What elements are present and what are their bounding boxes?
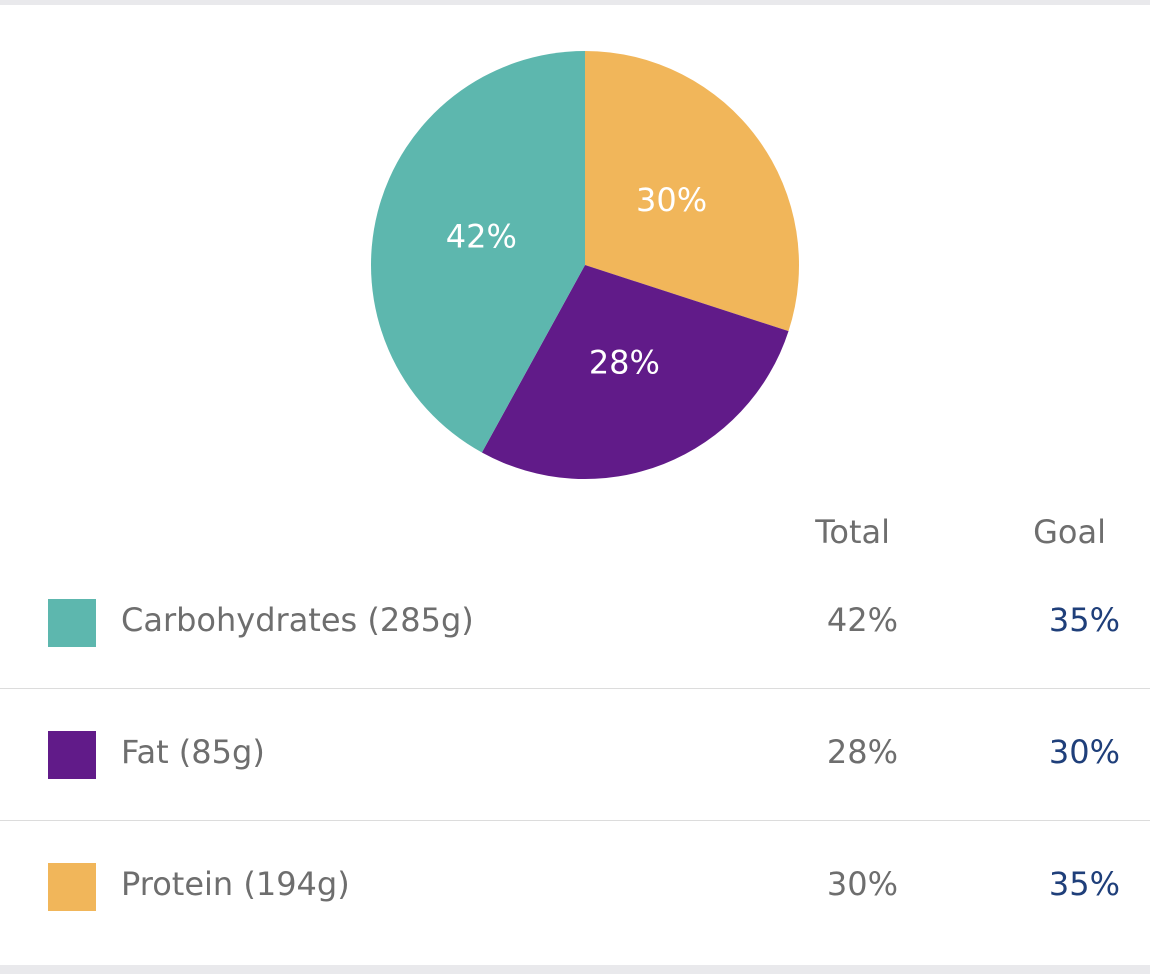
protein-color-swatch	[48, 863, 96, 911]
macro-total-percent: 42%	[826, 601, 898, 639]
macro-label: Protein (194g)	[121, 865, 350, 903]
macro-total-percent: 30%	[826, 865, 898, 903]
fat-color-swatch	[48, 731, 96, 779]
macronutrient-pie-chart: 30% 28% 42%	[370, 51, 799, 479]
pie-slice-label-protein: 30%	[636, 181, 707, 219]
macro-goal-percent: 30%	[1048, 733, 1120, 771]
pie-slice-carbohydrates	[370, 51, 585, 453]
macro-label: Fat (85g)	[121, 733, 265, 771]
total-column-header: Total	[815, 513, 890, 551]
macro-total-percent: 28%	[826, 733, 898, 771]
macro-row-protein[interactable]: Protein (194g) 30% 35%	[0, 821, 1150, 953]
pie-slice-protein	[585, 51, 799, 332]
macro-row-carbohydrates[interactable]: Carbohydrates (285g) 42% 35%	[0, 557, 1150, 689]
macro-goal-percent: 35%	[1048, 601, 1120, 639]
macro-row-fat[interactable]: Fat (85g) 28% 30%	[0, 689, 1150, 821]
pie-slice-label-fat: 28%	[589, 343, 660, 381]
goal-column-header: Goal	[1033, 513, 1106, 551]
pie-slice-fat	[481, 265, 789, 479]
pie-slice-label-carbohydrates: 42%	[446, 217, 517, 255]
macro-goal-percent: 35%	[1048, 865, 1120, 903]
carbohydrates-color-swatch	[48, 599, 96, 647]
macro-label: Carbohydrates (285g)	[121, 601, 474, 639]
